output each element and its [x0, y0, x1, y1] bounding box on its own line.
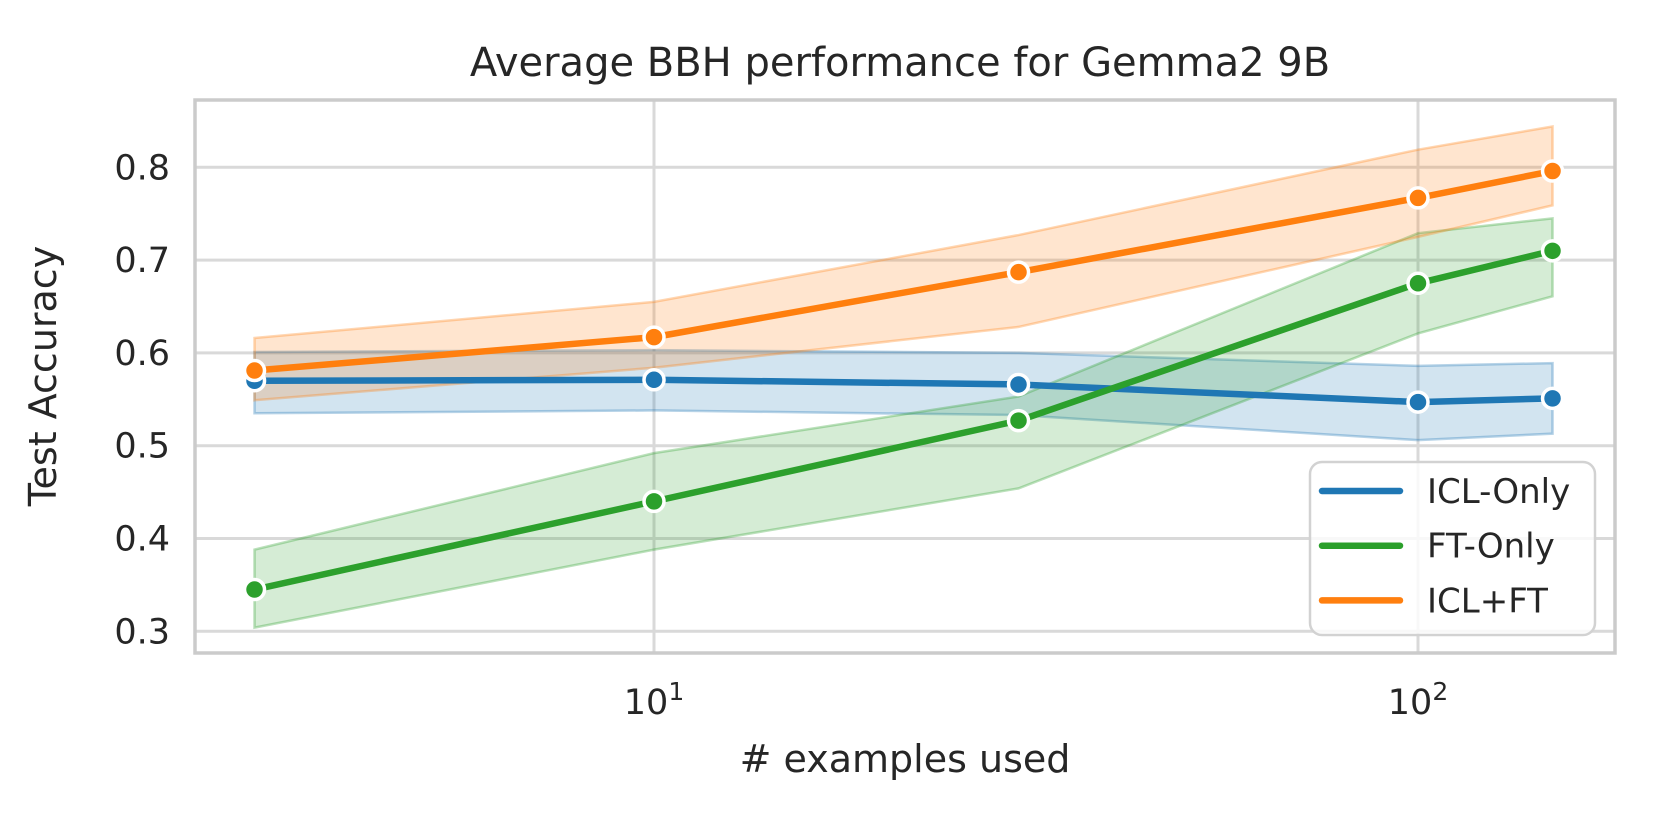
- y-tick-label: 0.8: [114, 148, 170, 188]
- confidence-bands: [253, 124, 1554, 630]
- point-ICL-Only: [1006, 372, 1031, 397]
- point-FT-Only: [242, 577, 267, 602]
- x-tick-label: 101: [624, 677, 684, 723]
- legend: ICL-Only FT-Only ICL+FT: [1308, 460, 1597, 637]
- point-ICL+FT: [1540, 159, 1565, 183]
- point-ICL-Only: [1406, 390, 1430, 414]
- legend-label-ICL-Only: ICL-Only: [1427, 472, 1570, 512]
- y-tick-label: 0.7: [114, 241, 170, 281]
- point-ICL+FT: [242, 358, 267, 383]
- band-ICL-Only: [253, 348, 1554, 442]
- legend-box: [1308, 460, 1597, 637]
- y-tick-label: 0.5: [114, 427, 170, 467]
- y-tick-label: 0.3: [114, 612, 170, 652]
- point-ICL+FT: [642, 325, 666, 349]
- band-FT-Only: [253, 216, 1554, 630]
- axes-frame: [193, 98, 1617, 655]
- point-ICL-Only: [642, 368, 666, 392]
- x-tick-label: 102: [1388, 677, 1448, 723]
- legend-label-ICL+FT: ICL+FT: [1427, 581, 1548, 621]
- point-FT-Only: [1406, 271, 1430, 296]
- y-tick-label: 0.6: [114, 334, 170, 374]
- point-FT-Only: [1006, 408, 1031, 433]
- point-ICL-Only: [1540, 386, 1565, 411]
- point-ICL+FT: [1006, 260, 1031, 284]
- chart-title: Average BBH performance for Gemma2 9B: [470, 40, 1330, 86]
- x-axis-label: # examples used: [740, 737, 1071, 781]
- y-tick-label: 0.4: [114, 520, 170, 560]
- point-FT-Only: [1540, 239, 1565, 263]
- point-ICL+FT: [1406, 186, 1430, 210]
- y-axis-label: Test Accuracy: [21, 246, 65, 507]
- plot-border: [193, 98, 1617, 655]
- tick-labels: 0.3 0.4 0.5 0.6 0.7 0.8 101 102: [114, 148, 1448, 723]
- series-lines: [242, 159, 1565, 602]
- legend-label-FT-Only: FT-Only: [1427, 527, 1555, 567]
- point-FT-Only: [642, 489, 666, 514]
